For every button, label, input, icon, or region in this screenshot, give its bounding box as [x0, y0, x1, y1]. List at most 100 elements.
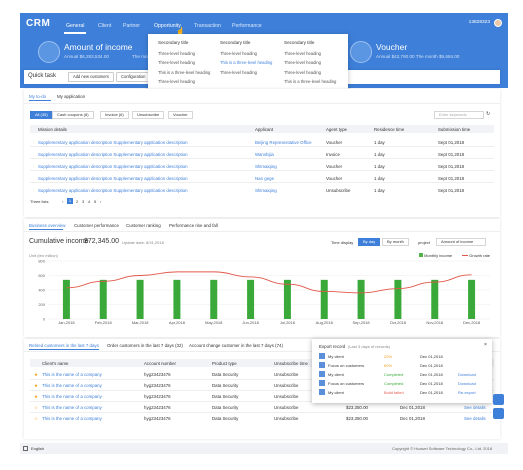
tab-my-application[interactable]: My application: [57, 94, 86, 99]
page-2[interactable]: 2: [76, 199, 79, 204]
filter-all[interactable]: All (35): [30, 111, 53, 119]
prev-page-icon[interactable]: ‹: [62, 199, 64, 204]
dropdown-item[interactable]: Three-level heading: [284, 51, 322, 56]
row-mission[interactable]: Supplementary application description Su…: [38, 140, 188, 145]
dropdown-item-hover[interactable]: This is a three-level heading: [220, 60, 273, 66]
legend-swatch-bar: [419, 253, 423, 257]
download-link[interactable]: Download: [458, 381, 476, 386]
nav-general[interactable]: General: [66, 23, 85, 29]
export-status: 20%: [384, 354, 393, 359]
tab-account-change[interactable]: Account change customer in the last 7 da…: [189, 343, 283, 348]
tab-customer-performance[interactable]: Customer performance: [74, 223, 119, 228]
row-divider: [30, 390, 494, 391]
star-outline-icon[interactable]: ☆: [34, 416, 38, 421]
star-icon[interactable]: ★: [34, 372, 38, 377]
re-export-link[interactable]: Re-export: [458, 390, 476, 395]
client-name[interactable]: This is the name of a company: [42, 394, 102, 399]
nav-client[interactable]: Client: [98, 23, 112, 29]
filter-unsubscribe[interactable]: Unsubscribe: [132, 111, 165, 119]
side-service-button[interactable]: [493, 408, 504, 419]
product-type: Data Security: [212, 405, 239, 410]
col-residence-time[interactable]: Residence time: [374, 127, 405, 132]
client-name[interactable]: This is the name of a company: [42, 416, 102, 421]
tab-order-customers[interactable]: Order customers in the last 7 days (32): [107, 343, 183, 348]
tab-my-todo[interactable]: My to-do: [29, 94, 47, 99]
project-select[interactable]: Amount of income: [436, 238, 486, 246]
table-header: [30, 125, 494, 133]
x-tick-label: Jun,2018: [242, 320, 259, 325]
tab-performance-rise[interactable]: Performance rise and fall: [169, 223, 218, 228]
client-name[interactable]: This is the name of a company: [42, 383, 102, 388]
row-mission[interactable]: Supplementary application description Su…: [38, 164, 188, 169]
filter-invoice[interactable]: Invoice (6): [100, 111, 129, 119]
row-mission[interactable]: Supplementary application description Su…: [38, 176, 188, 181]
dropdown-item[interactable]: Three-level heading: [220, 51, 258, 56]
download-link[interactable]: Download: [458, 372, 476, 377]
nav-opportunity[interactable]: Opportunity: [154, 23, 181, 29]
nav-performance[interactable]: Performance: [232, 23, 262, 29]
dropdown-item[interactable]: Three-level heading: [284, 60, 322, 66]
dropdown-item[interactable]: Three-level heading: [158, 51, 196, 56]
row-applicant[interactable]: Shimaiqing: [255, 188, 277, 193]
row-submission: Sept 01,2018: [438, 152, 465, 157]
x-tick-label: Apr,2018: [169, 320, 186, 325]
see-details-link[interactable]: See details: [464, 416, 486, 421]
unsubscribe-time: Unsubscribe: [274, 394, 299, 399]
star-icon[interactable]: ★: [34, 383, 38, 388]
row-applicant[interactable]: Beijing Representative Office: [255, 140, 312, 145]
row-submission: Sept 01,2018: [438, 164, 465, 169]
export-subtitle: (Last 3 days of records): [348, 344, 391, 349]
tab-retired-customers[interactable]: Retired customers in the last 7 days: [29, 343, 99, 348]
dropdown-item[interactable]: This is a three-level heading: [158, 69, 211, 75]
row-applicant[interactable]: Wanshijia: [255, 152, 274, 157]
refresh-icon[interactable]: ↻: [486, 111, 491, 117]
quick-task-title: Quick task: [28, 73, 57, 79]
page-3[interactable]: 3: [82, 199, 85, 204]
tab-business-overview[interactable]: Business overview: [29, 223, 66, 228]
add-customers-button[interactable]: Add new customers: [68, 72, 114, 82]
dropdown-item[interactable]: This is a three-level heading: [284, 79, 337, 85]
avatar[interactable]: [494, 19, 502, 27]
col-submission-time[interactable]: Submission time: [438, 127, 471, 132]
side-export-button[interactable]: [493, 394, 504, 405]
copyright: Copyright © Huawei Software Technology C…: [392, 446, 493, 451]
dropdown-item[interactable]: Three-level heading: [284, 69, 322, 75]
filter-cash-coupons[interactable]: Cash coupons (8): [52, 111, 94, 119]
tab-customer-ranking[interactable]: Customer ranking: [126, 223, 161, 228]
legend-growth-label: Growth rate: [469, 253, 491, 258]
row-residence: 1 day: [374, 164, 385, 169]
income-month: The month: [132, 54, 154, 59]
filter-voucher[interactable]: Voucher: [168, 111, 193, 119]
row-divider: [30, 379, 494, 380]
page-4[interactable]: 4: [88, 199, 91, 204]
cursor-hand-icon: ☝: [176, 28, 185, 35]
user-id[interactable]: 13828323: [468, 20, 490, 25]
row-applicant[interactable]: Shimaiqing: [255, 164, 277, 169]
by-day-button[interactable]: By day: [358, 238, 381, 246]
page-1[interactable]: 1: [67, 198, 73, 204]
dropdown-item[interactable]: Three-level heading: [158, 60, 196, 66]
row-mission[interactable]: Supplementary application description Su…: [38, 152, 188, 157]
page-5[interactable]: 5: [94, 199, 97, 204]
search-input[interactable]: Enter keywords: [434, 111, 484, 119]
close-icon[interactable]: ×: [484, 342, 487, 348]
see-details-link[interactable]: See details: [464, 405, 486, 410]
x-tick-label: Jul,2018: [280, 320, 296, 325]
nav-partner[interactable]: Partner: [123, 23, 141, 29]
nav-transaction[interactable]: Transaction: [194, 23, 221, 29]
by-month-button[interactable]: By month: [382, 238, 409, 246]
dropdown-item[interactable]: Three-level heading: [220, 69, 258, 75]
language-switch[interactable]: English: [31, 446, 45, 451]
star-outline-icon[interactable]: ☆: [34, 405, 38, 410]
client-name[interactable]: This is the name of a company: [42, 405, 102, 410]
file-icon: [319, 380, 325, 386]
app-logo[interactable]: CRM: [26, 18, 51, 29]
star-icon[interactable]: ★: [34, 394, 38, 399]
configuration-button[interactable]: Configuration: [116, 72, 151, 82]
dropdown-item[interactable]: Three-level heading: [158, 79, 196, 85]
row-mission[interactable]: Supplementary application description Su…: [38, 188, 188, 193]
client-name[interactable]: This is the name of a company: [42, 372, 102, 377]
next-page-icon[interactable]: ›: [100, 199, 102, 204]
row-applicant[interactable]: Nan gege: [255, 176, 275, 181]
y-tick-label: 800: [38, 259, 45, 264]
